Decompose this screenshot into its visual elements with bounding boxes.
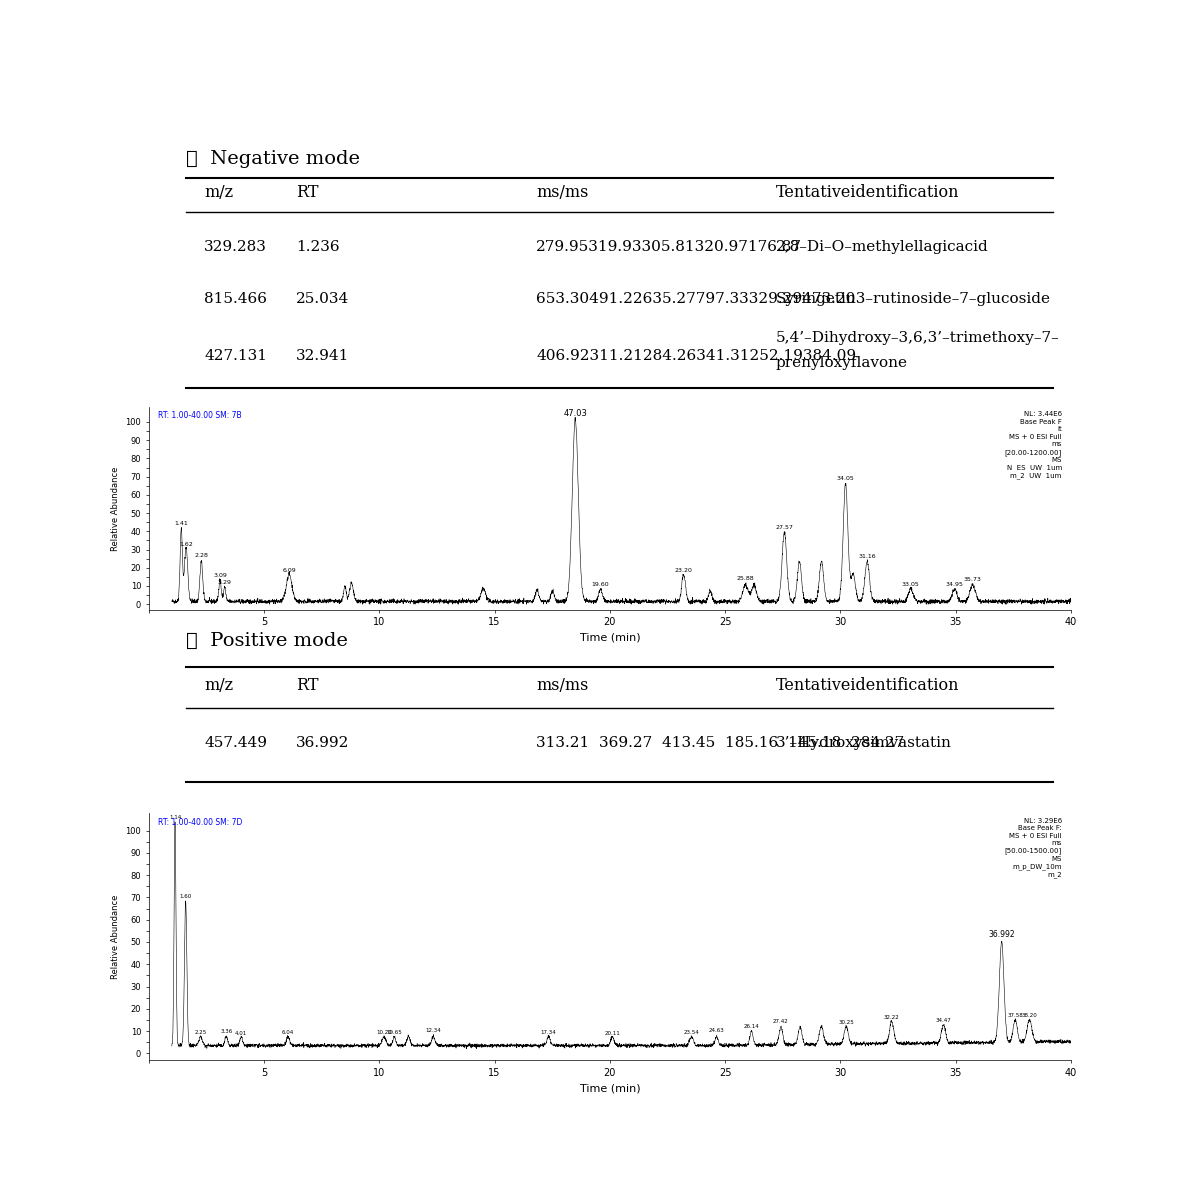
- Text: 1.62: 1.62: [180, 542, 193, 547]
- Text: 2.25: 2.25: [194, 1030, 207, 1035]
- Text: 406.92311.21284.26341.31252.19384.09: 406.92311.21284.26341.31252.19384.09: [537, 349, 857, 362]
- Text: 27.42: 27.42: [774, 1019, 789, 1024]
- Text: 4.01: 4.01: [236, 1030, 248, 1035]
- X-axis label: Time (min): Time (min): [580, 632, 640, 643]
- Text: RT: 1.00-40.00 SM: 7B: RT: 1.00-40.00 SM: 7B: [158, 411, 242, 420]
- Text: ms/ms: ms/ms: [537, 678, 589, 694]
- Text: 23.20: 23.20: [675, 568, 693, 573]
- Text: 3.29: 3.29: [218, 580, 232, 585]
- Y-axis label: Relative Abundance: Relative Abundance: [111, 894, 120, 979]
- Text: 2.28: 2.28: [194, 554, 208, 559]
- Text: 3.36: 3.36: [220, 1029, 232, 1034]
- Text: 457.449: 457.449: [205, 736, 267, 750]
- Text: 30.25: 30.25: [838, 1019, 854, 1024]
- Text: 6.09: 6.09: [282, 568, 296, 573]
- Text: 25.034: 25.034: [296, 292, 350, 306]
- Text: 33.05: 33.05: [902, 582, 920, 587]
- Text: 279.95319.93305.81320.97176.87: 279.95319.93305.81320.97176.87: [537, 239, 802, 254]
- Text: 10.20: 10.20: [376, 1029, 392, 1035]
- Text: 427.131: 427.131: [205, 349, 267, 362]
- Text: ②  Positive mode: ② Positive mode: [186, 632, 347, 650]
- X-axis label: Time (min): Time (min): [580, 1083, 640, 1093]
- Text: 2,8–Di–O–methylellagicacid: 2,8–Di–O–methylellagicacid: [776, 239, 989, 254]
- Text: 26.14: 26.14: [744, 1024, 759, 1029]
- Text: prenyloxyflavone: prenyloxyflavone: [776, 356, 908, 370]
- Text: 37.58: 37.58: [1007, 1012, 1023, 1017]
- Text: Syringetin3–rutinoside–7–glucoside: Syringetin3–rutinoside–7–glucoside: [776, 292, 1051, 306]
- Text: 313.21  369.27  413.45  185.16  145.18  284.27: 313.21 369.27 413.45 185.16 145.18 284.2…: [537, 736, 904, 750]
- Text: 1.41: 1.41: [175, 520, 188, 525]
- Text: 34.95: 34.95: [946, 582, 964, 587]
- Text: 1.236: 1.236: [296, 239, 340, 254]
- Text: 3.09: 3.09: [213, 573, 227, 579]
- Text: 27.57: 27.57: [776, 525, 794, 530]
- Text: ms/ms: ms/ms: [537, 183, 589, 201]
- Text: 38.20: 38.20: [1022, 1012, 1038, 1018]
- Text: 34.47: 34.47: [935, 1018, 951, 1023]
- Text: m/z: m/z: [205, 183, 233, 201]
- Text: 19.60: 19.60: [591, 582, 609, 587]
- Text: 1.14: 1.14: [169, 815, 181, 821]
- Text: 31.16: 31.16: [858, 554, 876, 560]
- Text: 815.466: 815.466: [205, 292, 267, 306]
- Text: 24.63: 24.63: [709, 1028, 725, 1034]
- Text: m/z: m/z: [205, 678, 233, 694]
- Text: 47.03: 47.03: [563, 410, 587, 418]
- Text: 17.34: 17.34: [540, 1030, 557, 1035]
- Text: 10.65: 10.65: [387, 1030, 402, 1035]
- Text: ①  Negative mode: ① Negative mode: [186, 150, 359, 168]
- Text: RT: RT: [296, 678, 319, 694]
- Text: 3’–Hydroxysimvastatin: 3’–Hydroxysimvastatin: [776, 736, 952, 750]
- Text: 5,4’–Dihydroxy–3,6,3’–trimethoxy–7–: 5,4’–Dihydroxy–3,6,3’–trimethoxy–7–: [776, 331, 1059, 345]
- Text: Tentativeidentification: Tentativeidentification: [776, 183, 959, 201]
- Text: 20.11: 20.11: [605, 1030, 620, 1036]
- Text: 32.941: 32.941: [296, 349, 350, 362]
- Text: NL: 3.44E6
Base Peak F
it
MS + 0 ESI Full
ms
[20.00-1200.00]
MS
N  ES  UW  1um
m: NL: 3.44E6 Base Peak F it MS + 0 ESI Ful…: [1004, 411, 1061, 479]
- Text: 23.54: 23.54: [683, 1030, 700, 1035]
- Text: 12.34: 12.34: [425, 1028, 441, 1033]
- Text: 36.992: 36.992: [296, 736, 350, 750]
- Text: NL: 3.29E6
Base Peak F:
MS + 0 ESI Full
ms
[50.00-1500.00]
MS
m_p_DW_10m
m_2: NL: 3.29E6 Base Peak F: MS + 0 ESI Full …: [1004, 818, 1061, 879]
- Text: 329.283: 329.283: [205, 239, 267, 254]
- Text: RT: 1.00-40.00 SM: 7D: RT: 1.00-40.00 SM: 7D: [158, 818, 243, 827]
- Text: Tentativeidentification: Tentativeidentification: [776, 678, 959, 694]
- Text: 32.22: 32.22: [884, 1015, 900, 1019]
- Text: 34.05: 34.05: [837, 476, 854, 481]
- Text: 653.30491.22635.27797.33329.29473.20: 653.30491.22635.27797.33329.29473.20: [537, 292, 856, 306]
- Text: 1.60: 1.60: [180, 894, 192, 899]
- Y-axis label: Relative Abundance: Relative Abundance: [111, 467, 120, 550]
- Text: 36.992: 36.992: [989, 930, 1015, 940]
- Text: RT: RT: [296, 183, 319, 201]
- Text: 25.88: 25.88: [737, 576, 754, 581]
- Text: 35.73: 35.73: [964, 576, 982, 582]
- Text: 6.04: 6.04: [282, 1030, 294, 1035]
